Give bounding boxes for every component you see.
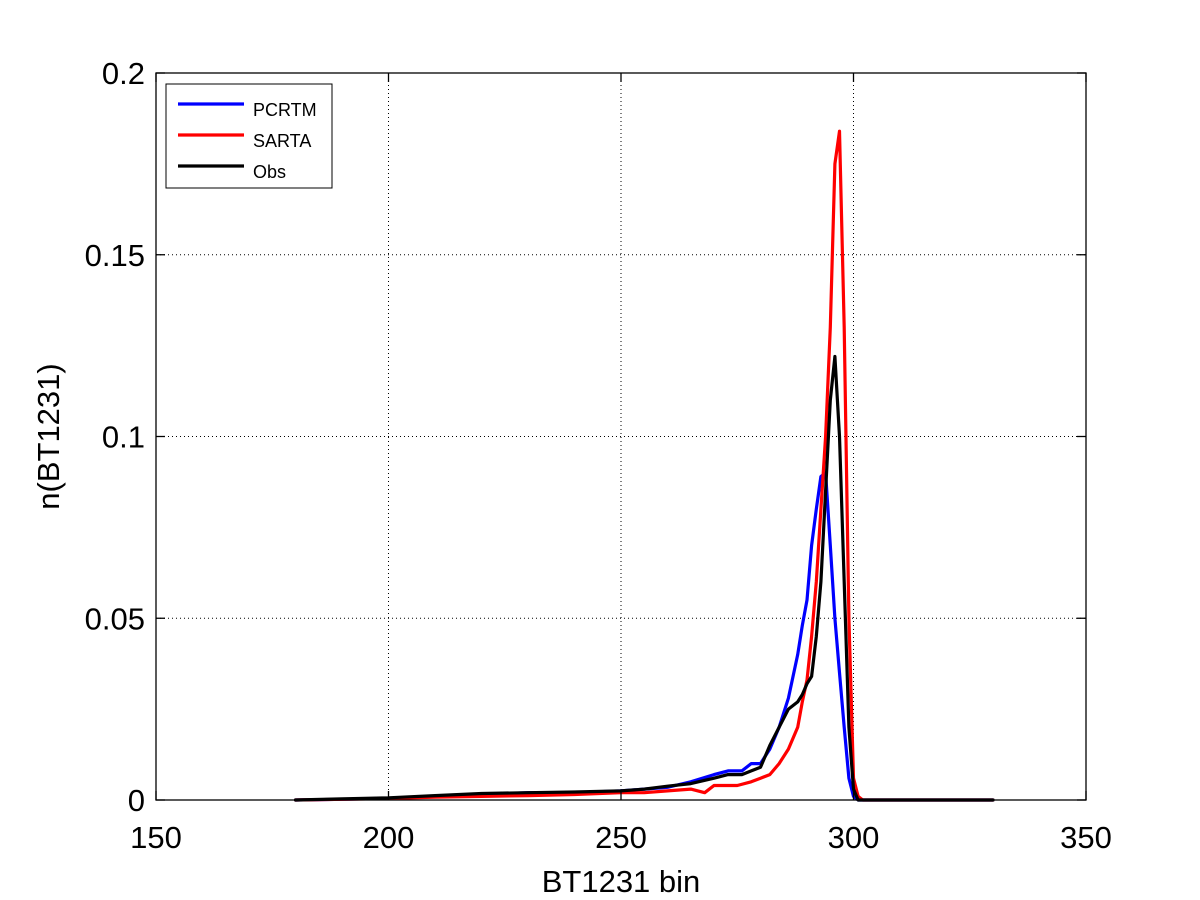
legend-label-sarta: SARTA bbox=[253, 131, 311, 151]
y-axis-title: n(BT1231) bbox=[31, 363, 66, 509]
y-tick-label: 0.1 bbox=[102, 420, 145, 455]
tick-labels: 150 200 250 300 350 0 0.05 0.1 0.15 0.2 bbox=[85, 56, 1112, 855]
grid bbox=[156, 73, 1086, 800]
y-tick-label: 0.05 bbox=[85, 601, 145, 636]
legend: PCRTM SARTA Obs bbox=[165, 83, 333, 189]
y-tick-label: 0.2 bbox=[102, 56, 145, 91]
legend-label-obs: Obs bbox=[253, 162, 286, 182]
x-tick-label: 150 bbox=[130, 820, 182, 855]
x-tick-label: 350 bbox=[1060, 820, 1112, 855]
series-lines bbox=[293, 129, 995, 802]
x-tick-label: 200 bbox=[363, 820, 415, 855]
axis-ticks bbox=[155, 72, 1087, 801]
series-line-sarta bbox=[293, 129, 995, 802]
series-line-obs bbox=[293, 354, 995, 802]
legend-label-pcrtm: PCRTM bbox=[253, 100, 317, 120]
x-tick-label: 300 bbox=[828, 820, 880, 855]
y-tick-label: 0 bbox=[128, 783, 145, 818]
x-tick-label: 250 bbox=[595, 820, 647, 855]
y-tick-label: 0.15 bbox=[85, 238, 145, 273]
x-axis-title: BT1231 bin bbox=[542, 864, 701, 899]
